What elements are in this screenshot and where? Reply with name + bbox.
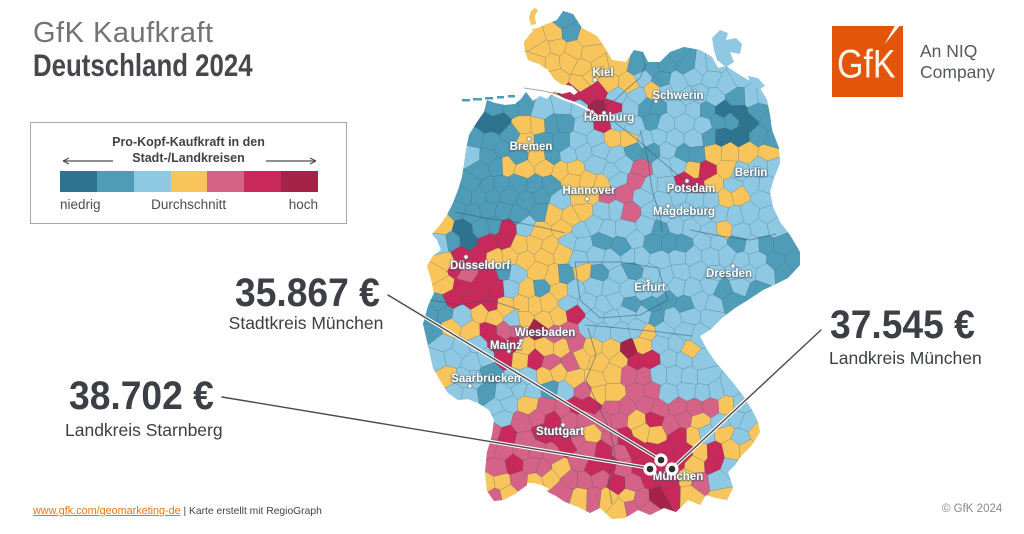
svg-text:Potsdam: Potsdam <box>667 183 716 195</box>
svg-text:Hamburg: Hamburg <box>584 112 634 124</box>
svg-text:GfK: GfK <box>837 41 896 86</box>
svg-text:Kiel: Kiel <box>592 67 613 79</box>
svg-text:Mainz: Mainz <box>490 340 522 352</box>
svg-text:München: München <box>653 471 703 483</box>
svg-text:Stuttgart: Stuttgart <box>536 426 584 438</box>
svg-text:Magdeburg: Magdeburg <box>653 206 715 218</box>
svg-text:Hannover: Hannover <box>562 185 616 197</box>
svg-text:Saarbrücken: Saarbrücken <box>451 373 521 385</box>
svg-text:Berlin: Berlin <box>735 167 768 179</box>
svg-text:Schwerin: Schwerin <box>652 90 703 102</box>
svg-text:Bremen: Bremen <box>510 141 553 153</box>
svg-text:Erfurt: Erfurt <box>634 282 665 294</box>
svg-text:Wiesbaden: Wiesbaden <box>515 327 576 339</box>
svg-text:Düsseldorf: Düsseldorf <box>450 260 510 272</box>
svg-text:Dresden: Dresden <box>706 268 752 280</box>
